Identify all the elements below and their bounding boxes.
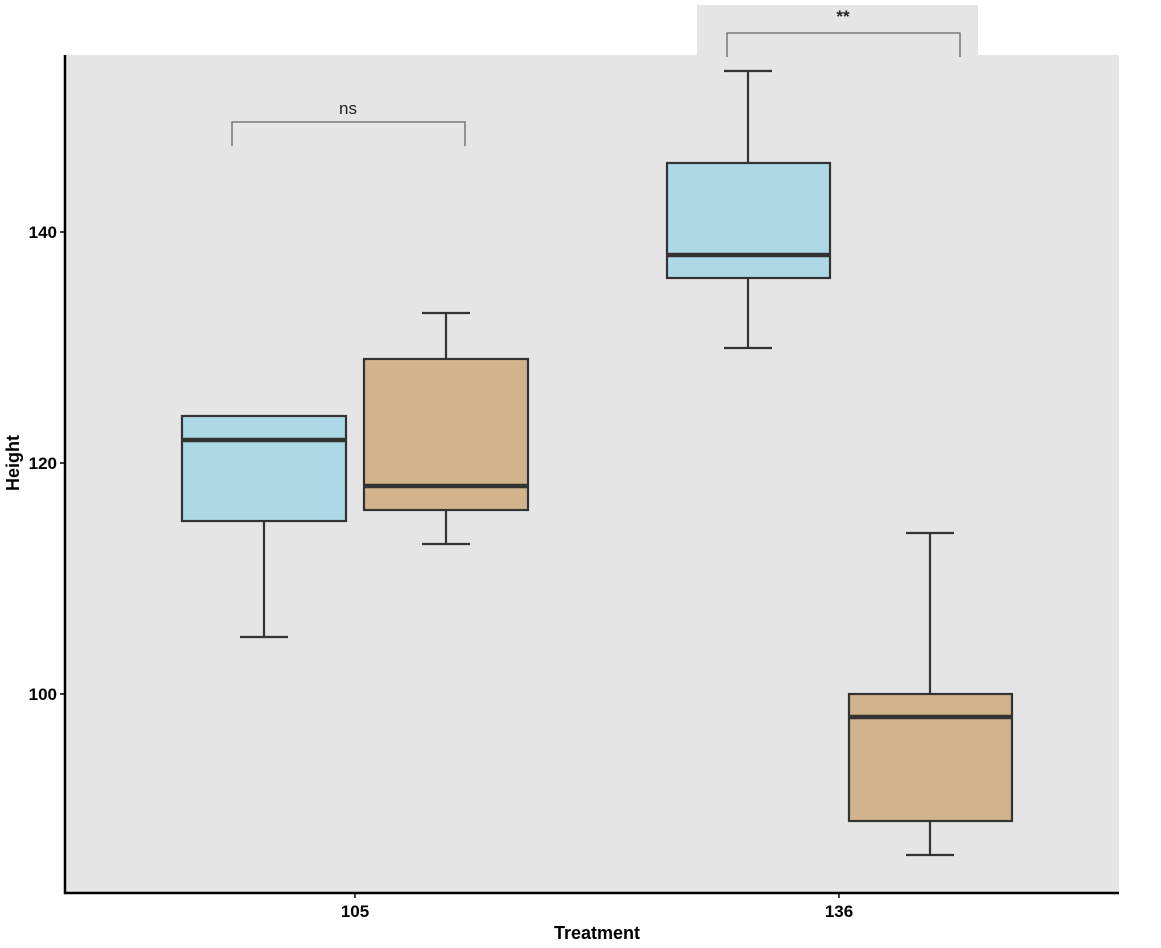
- x-axis-ticks: [354, 893, 840, 898]
- box-136-blue: [665, 69, 832, 350]
- box-105-tan: [362, 311, 530, 546]
- significance-bracket-105: ns: [231, 99, 466, 146]
- box-105-blue: [180, 414, 348, 639]
- x-axis-title: Treatment: [554, 923, 640, 943]
- y-tick-label-120: 120: [29, 454, 57, 473]
- y-tick-label-100: 100: [29, 685, 57, 704]
- sig-label-ns: ns: [339, 99, 357, 118]
- annotation-background: [697, 5, 978, 55]
- y-axis-title: Height: [3, 435, 23, 491]
- box-136-tan: [847, 531, 1014, 857]
- sig-label-stars: **: [836, 7, 850, 26]
- x-tick-label-105: 105: [341, 902, 369, 921]
- significance-bracket-136: **: [726, 7, 961, 57]
- x-tick-label-136: 136: [825, 902, 853, 921]
- y-tick-label-140: 140: [29, 223, 57, 242]
- y-axis-ticks: [60, 231, 65, 695]
